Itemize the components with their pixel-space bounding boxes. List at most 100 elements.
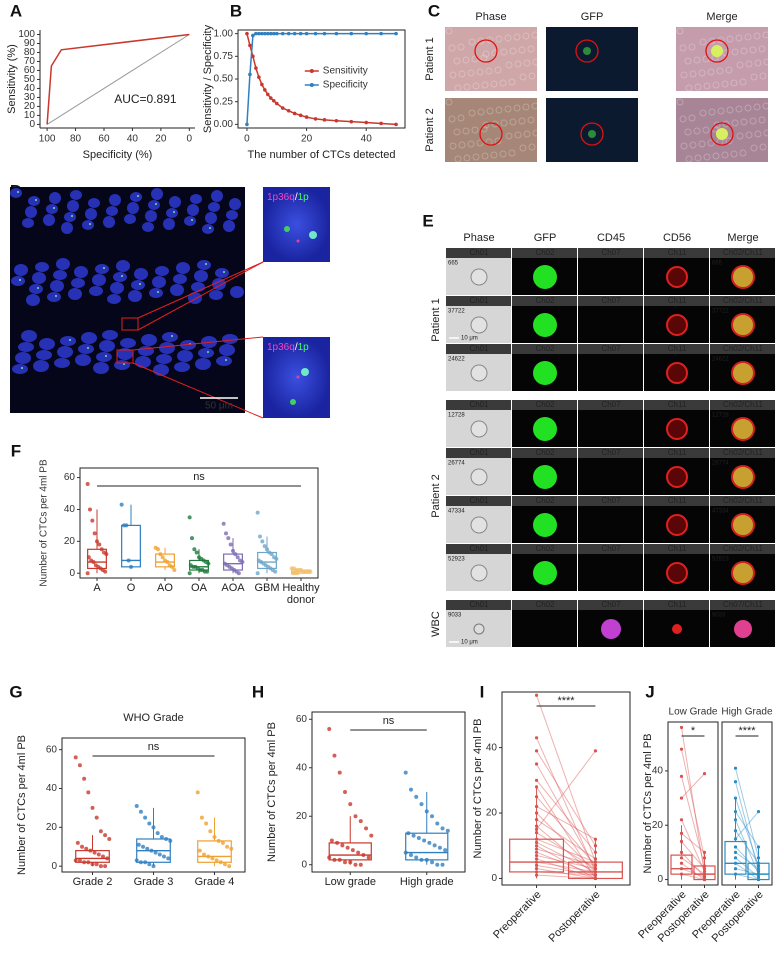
cell-texture — [522, 103, 530, 111]
box — [509, 838, 565, 873]
channel-label: Ch02 — [535, 344, 555, 353]
x-tick-holder: Healthy donor — [282, 582, 319, 606]
channel-strip — [512, 400, 577, 410]
cell-texture — [505, 61, 513, 69]
cell — [470, 564, 488, 582]
point — [206, 854, 211, 859]
point — [97, 542, 102, 547]
cell-texture — [499, 79, 507, 87]
x-axis-label: The number of CTCs detected — [248, 149, 396, 161]
cell-texture — [449, 71, 457, 79]
point — [103, 569, 108, 574]
channel-label: Ch02 — [535, 496, 555, 505]
point — [334, 31, 339, 36]
point — [702, 875, 707, 879]
point — [403, 770, 408, 775]
cell-texture — [739, 78, 747, 86]
cell-image — [578, 554, 643, 591]
cell-image — [578, 306, 643, 343]
point — [348, 802, 353, 807]
point — [349, 119, 354, 124]
point — [304, 115, 309, 119]
pair-line — [735, 830, 759, 864]
point — [155, 547, 160, 552]
probe-label-part: 1p36q — [267, 342, 295, 353]
point — [424, 809, 429, 814]
cell-texture — [726, 106, 734, 114]
nucleus — [89, 286, 103, 296]
cell-texture — [740, 47, 748, 55]
legend-label: Specificity — [323, 80, 368, 91]
nucleus — [47, 292, 61, 302]
point — [406, 831, 411, 836]
pair-line — [536, 786, 596, 879]
pair-line — [735, 811, 759, 848]
point — [233, 552, 238, 557]
cell-texture — [717, 107, 725, 115]
channel-strip — [710, 544, 775, 554]
point — [440, 862, 445, 867]
point — [210, 856, 215, 861]
probe-signal — [296, 375, 300, 379]
channel-strip — [446, 448, 511, 458]
cell-texture — [458, 70, 466, 78]
pair-line — [536, 737, 596, 873]
channel-strip — [578, 344, 643, 354]
probe-signal — [301, 368, 309, 376]
nucleus — [103, 216, 115, 228]
point — [99, 547, 104, 552]
cell — [666, 266, 688, 288]
nucleus — [226, 210, 238, 220]
significance-label: **** — [557, 695, 575, 707]
probe-signal — [173, 211, 175, 213]
cell-id: 37722 — [448, 309, 465, 315]
channel-strip — [446, 496, 511, 506]
cell-id: 24622 — [448, 357, 465, 363]
pair-line — [536, 842, 596, 873]
x-tick-holder: GBM — [254, 582, 279, 594]
point — [534, 850, 539, 854]
point — [337, 770, 342, 775]
point — [103, 833, 108, 838]
cell — [470, 364, 488, 382]
x-tick-label: 80 — [70, 134, 82, 145]
probe-signal — [225, 359, 227, 361]
panel-letter: A — [10, 1, 22, 20]
x-tick-holder: High grade — [400, 876, 454, 888]
point — [94, 862, 99, 867]
point — [394, 31, 398, 36]
box — [724, 840, 747, 875]
cell-texture — [688, 114, 696, 122]
nucleus — [99, 340, 115, 352]
plot-frame — [311, 711, 466, 873]
cell — [731, 465, 755, 489]
cell-texture — [684, 128, 692, 136]
point — [534, 762, 539, 766]
channel-label: Ch11 — [668, 248, 687, 257]
point — [254, 31, 258, 36]
point — [679, 725, 684, 730]
panel-letter: H — [252, 682, 264, 701]
point — [353, 862, 358, 867]
cell — [666, 562, 688, 584]
cell-texture — [500, 48, 508, 56]
highlight-ring — [705, 39, 729, 63]
cell-texture — [763, 58, 771, 66]
channel-label: Ch02/Ch11 — [723, 544, 763, 553]
point — [350, 848, 355, 853]
x-tick-holder: Grade 3 — [134, 876, 174, 888]
point — [534, 853, 539, 858]
nucleus — [169, 196, 181, 208]
zoom-link — [132, 362, 264, 419]
highlight-ring — [479, 122, 503, 146]
pair-line — [735, 819, 759, 875]
cell-texture — [462, 56, 470, 64]
row-label: Patient 1 — [424, 37, 436, 80]
point — [593, 863, 598, 867]
point — [327, 855, 332, 860]
y-axis-label: Number of CTCs per 4ml PB — [266, 722, 278, 862]
probe-signal — [171, 335, 173, 337]
scale-bar-label: 10 μm — [461, 336, 478, 342]
cell-texture — [495, 35, 503, 43]
y-tick-label: 30 — [24, 92, 36, 103]
